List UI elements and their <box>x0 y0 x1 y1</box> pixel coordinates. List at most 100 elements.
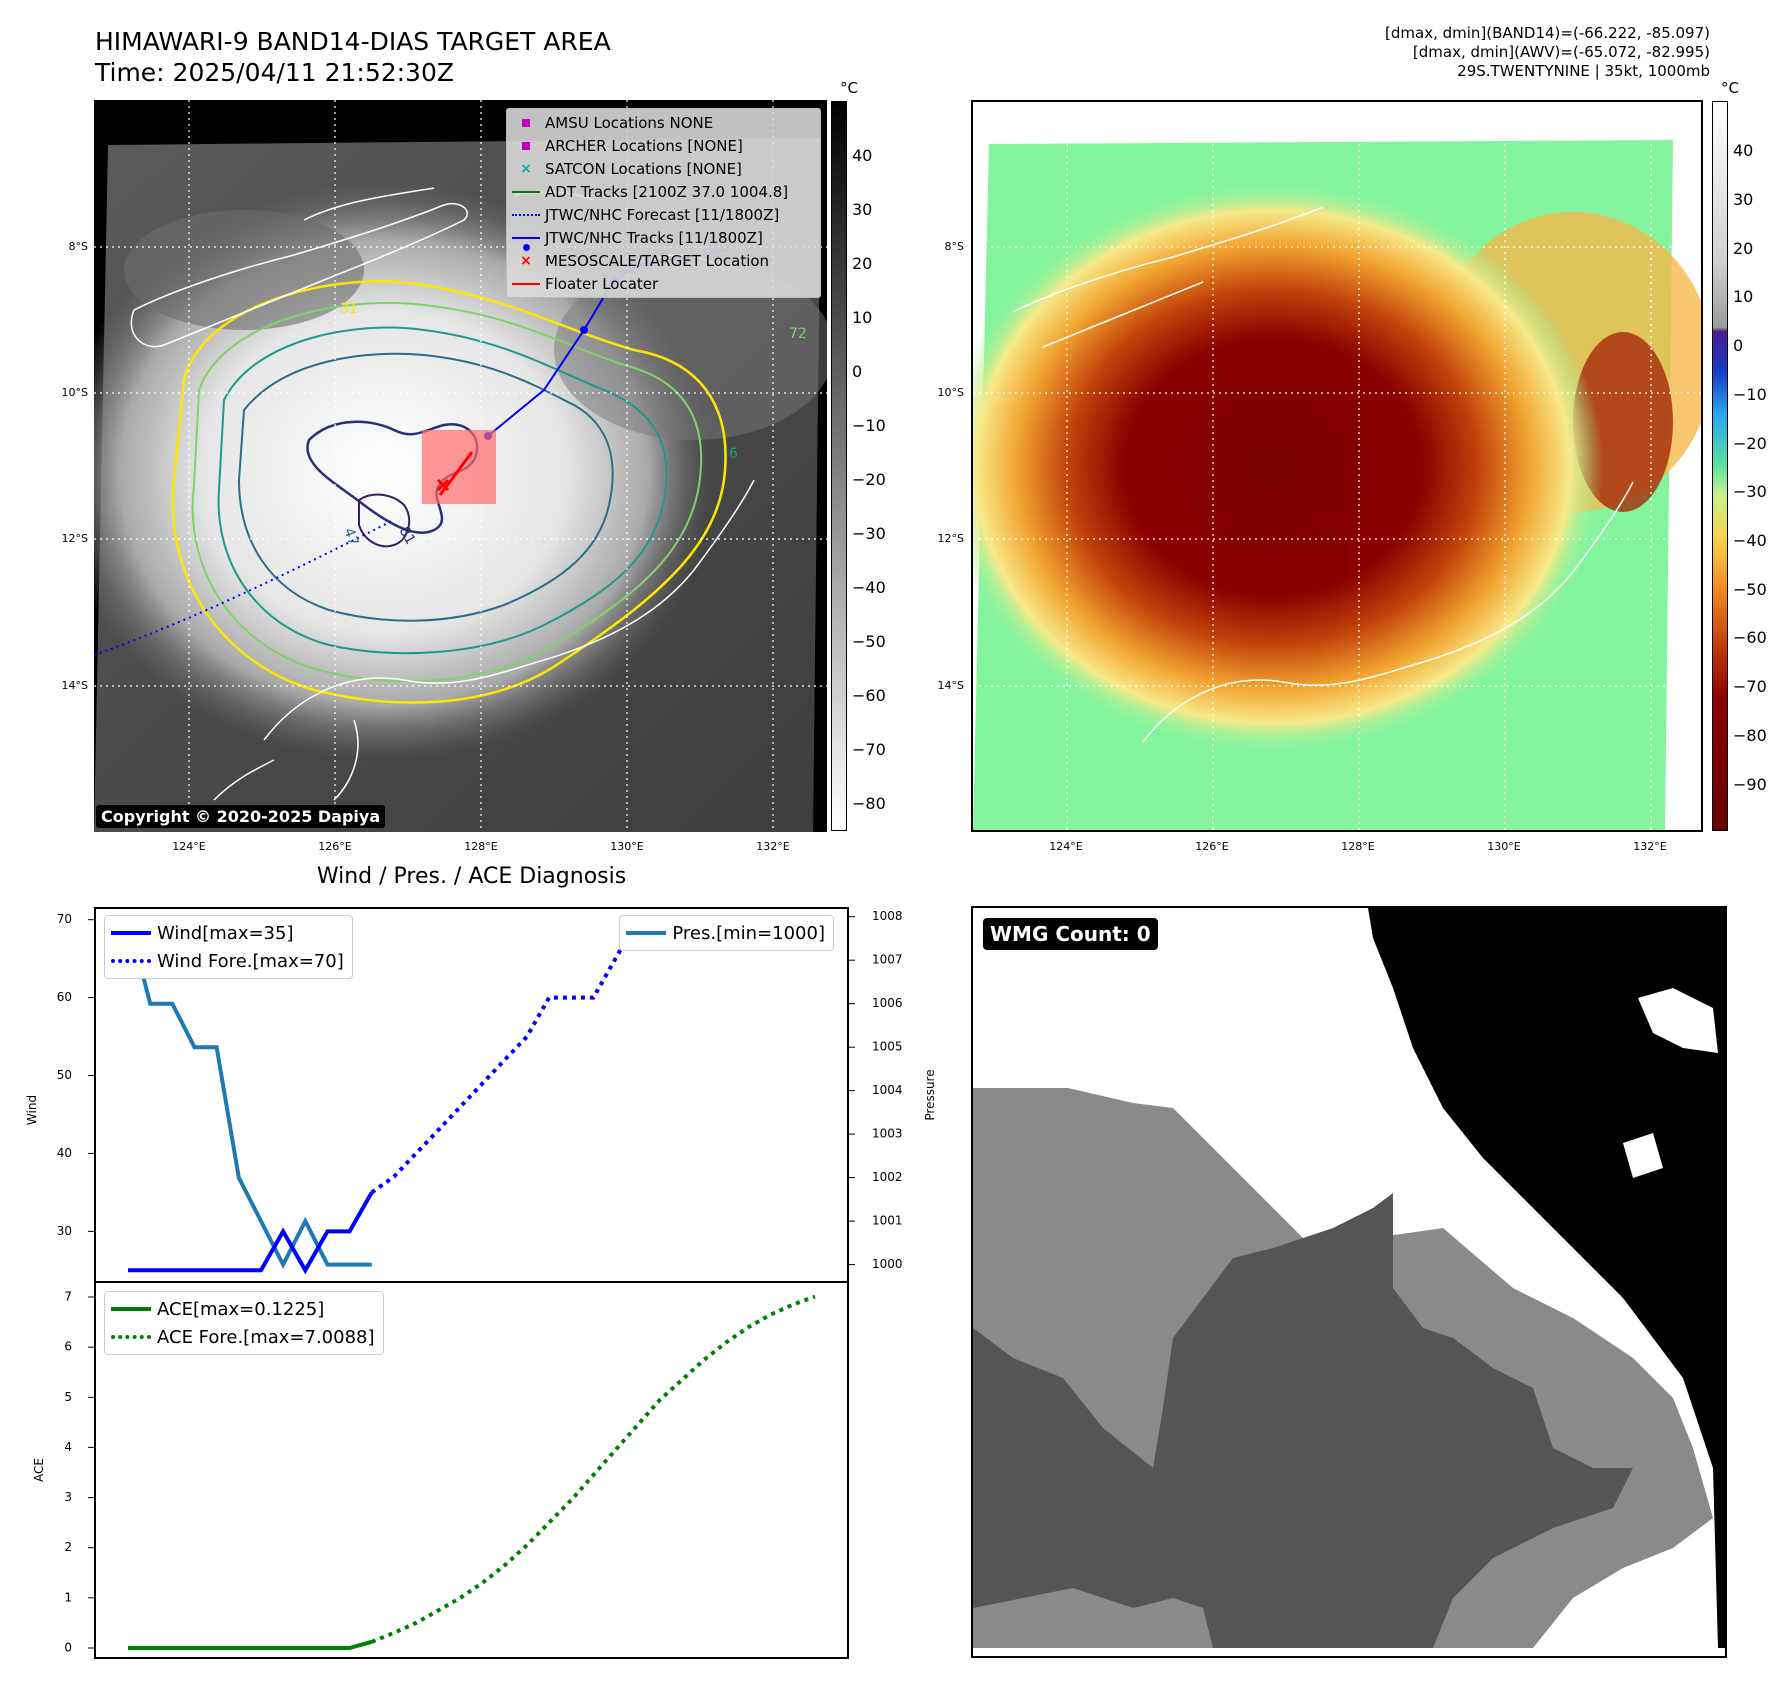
colorbar-tick: −10 <box>1733 385 1767 404</box>
axis-tick-label: 70 <box>57 912 72 926</box>
band14-map-image: 31 72 6 47 81 <box>94 100 827 832</box>
colorbar-tick: −70 <box>1733 677 1767 696</box>
pressure-axis-label: Pressure <box>923 1069 937 1120</box>
colorbar-tick: 0 <box>852 362 863 381</box>
title-line-1: HIMAWARI-9 BAND14-DIAS TARGET AREA <box>95 27 611 56</box>
colorbar-tick: −20 <box>852 470 886 489</box>
contour-teal <box>217 326 668 655</box>
colorbar-tick: −80 <box>1733 726 1767 745</box>
colorbar-tick: −50 <box>1733 580 1767 599</box>
legend-label: ARCHER Locations [NONE] <box>545 136 743 155</box>
line-icon <box>507 282 545 285</box>
coastline-australia <box>263 479 755 741</box>
legend-item-archer: ARCHER Locations [NONE] <box>507 134 820 157</box>
lon-label: 132°E <box>1633 840 1667 853</box>
awv-gridlines <box>973 102 1701 830</box>
colorbar-tick: −60 <box>852 686 886 705</box>
colorbar-tick: 10 <box>852 308 873 327</box>
colorbar-tick: −30 <box>1733 482 1767 501</box>
legend-item-ace: ACE[max=0.1225] <box>105 1295 383 1323</box>
axis-tick-label: 1000 <box>872 1257 903 1271</box>
colorbar-tick: 40 <box>852 146 873 165</box>
pressure-line <box>126 916 372 1270</box>
legend-item-jtwc-forecast: JTWC/NHC Forecast [11/1800Z] <box>507 203 820 226</box>
coastline-timor <box>130 203 468 348</box>
lat-label: 8°S <box>944 240 964 253</box>
legend-item-satcon: × SATCON Locations [NONE] <box>507 157 820 180</box>
axis-tick-label: 1007 <box>872 953 903 967</box>
colorbar-tick: 10 <box>1733 287 1754 306</box>
gray-colorbar-unit: °C <box>840 79 858 97</box>
lon-label: 130°E <box>1487 840 1521 853</box>
legend-item-ace-forecast: ACE Fore.[max=7.0088] <box>105 1323 383 1351</box>
contour-label: 47 <box>340 526 361 548</box>
axis-tick-label: 50 <box>57 1068 72 1082</box>
axis-tick-label: 1003 <box>872 1127 903 1141</box>
wmg-darkgray-region <box>973 1193 1633 1648</box>
legend-label: Wind Fore.[max=70] <box>157 950 344 972</box>
axis-tick-label: 1001 <box>872 1214 903 1228</box>
x-marker-icon: × <box>520 160 532 177</box>
lon-label: 124°E <box>1049 840 1083 853</box>
line-icon <box>620 931 672 935</box>
dotted-line-icon <box>105 1335 157 1339</box>
wind-legend: Wind[max=35] Wind Fore.[max=70] <box>104 915 353 979</box>
lon-label: 128°E <box>1341 840 1375 853</box>
lon-label: 124°E <box>172 840 206 853</box>
awv-map-image <box>973 102 1701 830</box>
contour-label: 81 <box>396 524 419 547</box>
target-location-marker <box>436 478 450 492</box>
wind-line <box>128 1191 374 1275</box>
wmg-white-hole <box>1623 1133 1663 1178</box>
axis-tick-label: 1004 <box>872 1083 903 1097</box>
info-line-3: 29S.TWENTYNINE | 35kt, 1000mb <box>1457 62 1710 80</box>
axis-tick-label: 1005 <box>872 1040 903 1054</box>
wmg-white-hole <box>1638 988 1718 1053</box>
info-line-1: [dmax, dmin](BAND14)=(-66.222, -85.097) <box>1385 24 1710 42</box>
ace-legend: ACE[max=0.1225] ACE Fore.[max=7.0088] <box>104 1291 384 1355</box>
colorbar-tick: −30 <box>852 524 886 543</box>
contour-label: 72 <box>789 326 807 342</box>
title-line-2: Time: 2025/04/11 21:52:30Z <box>95 58 454 87</box>
color-colorbar-unit: °C <box>1721 79 1739 97</box>
legend-item-jtwc-tracks: JTWC/NHC Tracks [11/1800Z] <box>507 226 820 251</box>
colorbar-tick: 20 <box>852 254 873 273</box>
axis-tick-label: 1002 <box>872 1170 903 1184</box>
colorbar-tick: −70 <box>852 740 886 759</box>
colorbar-tick: −60 <box>1733 628 1767 647</box>
jtwc-forecast-track <box>94 519 395 656</box>
axis-tick-label: 3 <box>64 1490 72 1504</box>
lat-label: 10°S <box>61 386 88 399</box>
axis-tick-label: 4 <box>64 1440 72 1454</box>
contour-core <box>358 493 411 548</box>
awv-coast-timor <box>1012 206 1324 348</box>
legend-label: ACE[max=0.1225] <box>157 1298 325 1320</box>
lon-label: 130°E <box>610 840 644 853</box>
wmg-panel: WMG Count: 0 <box>971 906 1727 1658</box>
line-dot-icon <box>507 236 545 251</box>
colorbar-tick: −90 <box>1733 775 1767 794</box>
square-marker-icon <box>507 118 545 127</box>
contour-blue <box>237 352 614 622</box>
contour-label: 31 <box>340 301 358 317</box>
legend-item-pressure: Pres.[min=1000] <box>620 919 833 947</box>
lat-label: 8°S <box>68 240 88 253</box>
axis-tick-label: 1 <box>64 1590 72 1604</box>
legend-label: AMSU Locations NONE <box>545 113 714 132</box>
axis-tick-label: 6 <box>64 1340 72 1354</box>
lon-label: 132°E <box>756 840 790 853</box>
colorbar-tick: −40 <box>1733 531 1767 550</box>
axis-tick-label: 1006 <box>872 996 903 1010</box>
storm-info: [dmax, dmin](BAND14)=(-66.222, -85.097) … <box>1385 24 1710 81</box>
coastline-kimberley <box>213 719 359 801</box>
legend-label: Floater Locater <box>545 274 659 293</box>
legend-label: MESOSCALE/TARGET Location <box>545 251 770 270</box>
axis-tick-label: 1008 <box>872 909 903 923</box>
legend-label: SATCON Locations [NONE] <box>545 159 742 178</box>
lat-label: 14°S <box>937 679 964 692</box>
colorbar-tick: 20 <box>1733 239 1754 258</box>
gray-colorbar <box>831 101 847 831</box>
band14-map-panel: 31 72 6 47 81 Copyright © 2020-2025 Dapi… <box>94 100 827 832</box>
cloud-band-nw <box>124 210 364 330</box>
